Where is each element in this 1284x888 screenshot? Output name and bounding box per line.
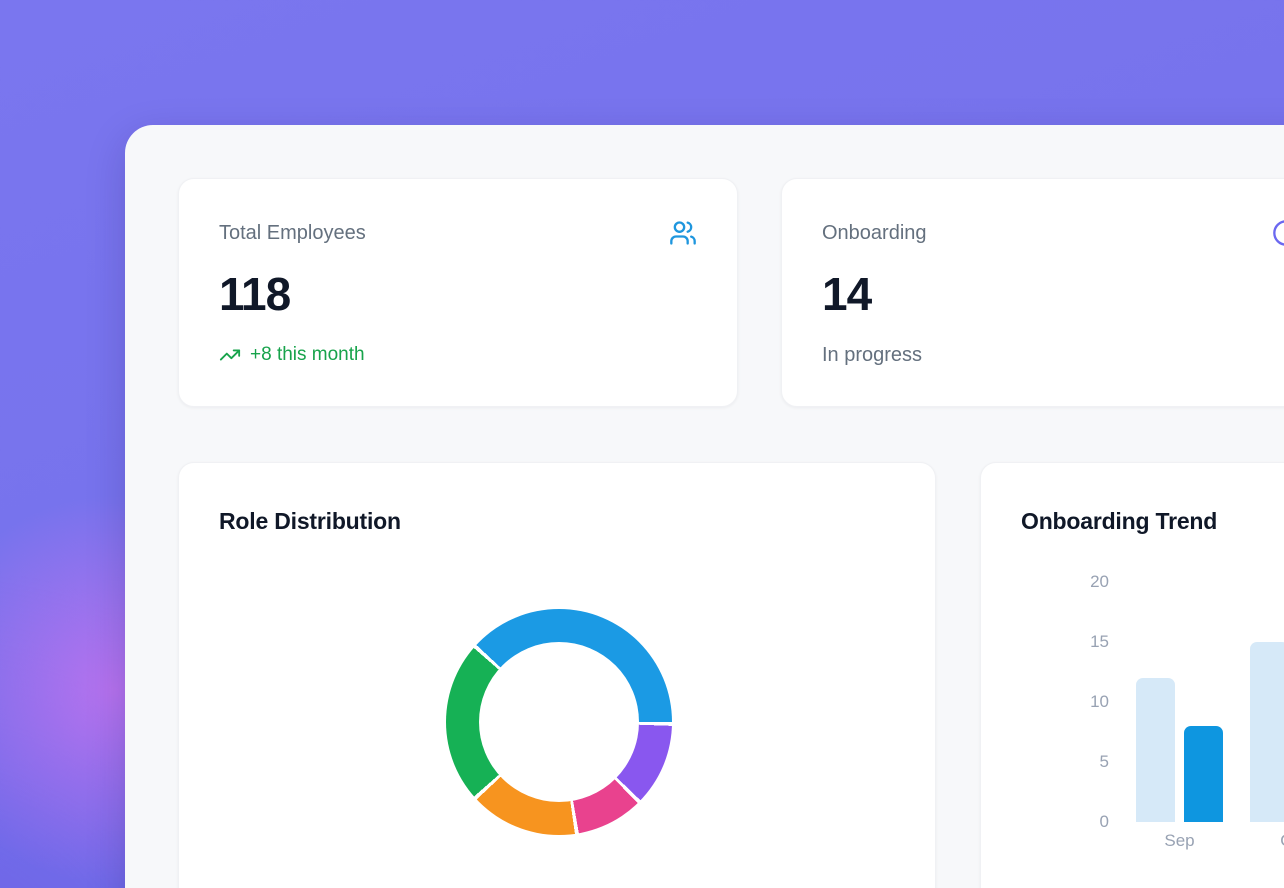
y-axis-tick-label: 0 [1099,812,1109,831]
y-axis-tick-label: 10 [1090,692,1109,711]
trending-up-icon [219,344,241,366]
users-icon [669,219,697,247]
stat-card-header: Total Employees [219,221,697,247]
stat-card-onboarding: Onboarding 14 In progress [781,178,1284,407]
stat-label: Total Employees [219,222,366,244]
role-distribution-donut-chart [446,609,672,835]
y-axis-tick-label: 5 [1099,752,1109,771]
chart-title: Role Distribution [219,508,401,534]
y-axis-tick-label: 20 [1090,572,1109,591]
y-axis-tick-label: 15 [1090,632,1109,651]
bar-light-blue-bars-sep [1136,678,1175,822]
stat-trend-text: +8 this month [250,344,365,365]
x-axis-category-label: Sep [1164,831,1195,850]
stat-card-header: Onboarding [822,219,1284,247]
stat-subtext: In progress [822,344,923,366]
stat-value: 118 [219,268,291,320]
clock-icon [1272,219,1284,247]
stat-value: 14 [822,268,872,320]
role-distribution-card: Role Distribution [178,462,936,888]
x-axis-category-label: Oct [1249,831,1284,851]
stat-card-total-employees: Total Employees 118 +8 this month [178,178,738,407]
chart-title: Onboarding Trend [1021,508,1218,534]
stat-trend: +8 this month [219,343,697,367]
stat-label: Onboarding [822,222,927,244]
bar-dark-blue-bars-sep [1184,726,1223,822]
onboarding-trend-card: Onboarding Trend 20 15 10 5 0 Sep Oct [980,462,1284,888]
bar-light-blue-bars-oct [1250,642,1284,822]
dashboard-panel: Total Employees 118 +8 this month [125,125,1284,888]
onboarding-trend-bar-chart: 20 15 10 5 0 Sep Oct [981,463,1284,888]
